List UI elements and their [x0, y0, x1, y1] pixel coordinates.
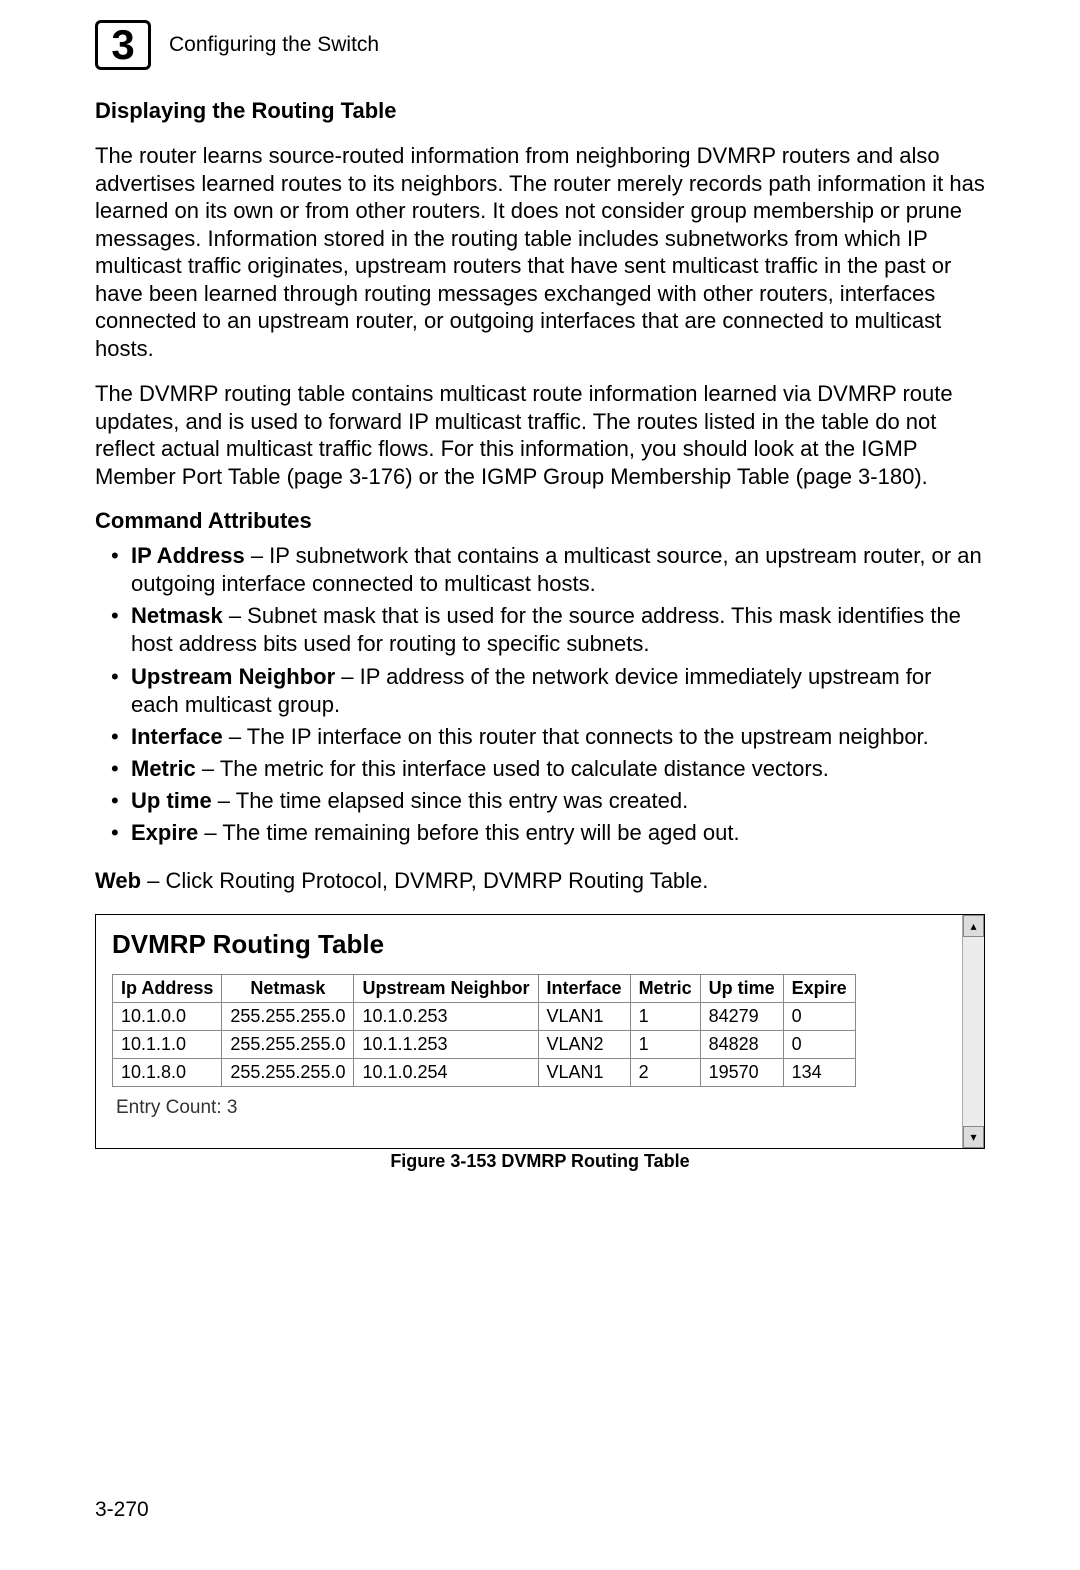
- cell: 10.1.0.254: [354, 1058, 538, 1086]
- col-header: Expire: [783, 974, 855, 1002]
- figure-screenshot: DVMRP Routing Table Ip Address Netmask U…: [95, 914, 985, 1149]
- cell: 19570: [700, 1058, 783, 1086]
- cell: 10.1.0.0: [113, 1002, 222, 1030]
- cell: 1: [630, 1002, 700, 1030]
- attr-name: IP Address: [131, 543, 245, 568]
- cell: 10.1.1.0: [113, 1030, 222, 1058]
- list-item: Upstream Neighbor – IP address of the ne…: [131, 663, 985, 719]
- col-header: Metric: [630, 974, 700, 1002]
- attr-name: Upstream Neighbor: [131, 664, 335, 689]
- cell: VLAN1: [538, 1002, 630, 1030]
- body-paragraph-2: The DVMRP routing table contains multica…: [95, 380, 985, 490]
- list-item: Metric – The metric for this interface u…: [131, 755, 985, 783]
- page-number: 3-270: [95, 1498, 149, 1522]
- cell: 1: [630, 1030, 700, 1058]
- cell: VLAN2: [538, 1030, 630, 1058]
- scroll-up-button[interactable]: ▴: [963, 915, 984, 937]
- attr-name: Interface: [131, 724, 223, 749]
- cell: 255.255.255.0: [222, 1030, 354, 1058]
- panel-title: DVMRP Routing Table: [112, 929, 972, 960]
- col-header: Interface: [538, 974, 630, 1002]
- entry-count-label: Entry Count: 3: [116, 1097, 972, 1119]
- cell: 255.255.255.0: [222, 1002, 354, 1030]
- cell: 255.255.255.0: [222, 1058, 354, 1086]
- figure-caption: Figure 3-153 DVMRP Routing Table: [95, 1151, 985, 1172]
- cell: 84279: [700, 1002, 783, 1030]
- list-item: Netmask – Subnet mask that is used for t…: [131, 602, 985, 658]
- attr-name: Netmask: [131, 603, 223, 628]
- cell: 84828: [700, 1030, 783, 1058]
- col-header: Ip Address: [113, 974, 222, 1002]
- scroll-down-button[interactable]: ▾: [963, 1126, 984, 1148]
- attr-desc: – The time remaining before this entry w…: [198, 820, 739, 845]
- triangle-down-icon: ▾: [970, 1130, 976, 1144]
- attr-desc: – The time elapsed since this entry was …: [212, 788, 689, 813]
- col-header: Up time: [700, 974, 783, 1002]
- cell: 10.1.1.253: [354, 1030, 538, 1058]
- attr-name: Metric: [131, 756, 196, 781]
- attr-desc: – The IP interface on this router that c…: [223, 724, 929, 749]
- table-row: 10.1.8.0 255.255.255.0 10.1.0.254 VLAN1 …: [113, 1058, 856, 1086]
- list-item: IP Address – IP subnetwork that contains…: [131, 542, 985, 598]
- cell: 0: [783, 1030, 855, 1058]
- cell: 10.1.0.253: [354, 1002, 538, 1030]
- attr-desc: – The metric for this interface used to …: [196, 756, 829, 781]
- list-item: Interface – The IP interface on this rou…: [131, 723, 985, 751]
- table-header-row: Ip Address Netmask Upstream Neighbor Int…: [113, 974, 856, 1002]
- attr-name: Expire: [131, 820, 198, 845]
- table-row: 10.1.0.0 255.255.255.0 10.1.0.253 VLAN1 …: [113, 1002, 856, 1030]
- list-item: Up time – The time elapsed since this en…: [131, 787, 985, 815]
- web-label: Web: [95, 868, 141, 893]
- command-attributes-heading: Command Attributes: [95, 508, 985, 534]
- cell: 134: [783, 1058, 855, 1086]
- vertical-scrollbar[interactable]: ▴ ▾: [962, 915, 984, 1148]
- attr-desc: – IP subnetwork that contains a multicas…: [131, 543, 982, 596]
- chapter-title: Configuring the Switch: [169, 33, 379, 57]
- table-row: 10.1.1.0 255.255.255.0 10.1.1.253 VLAN2 …: [113, 1030, 856, 1058]
- page-header: 3 Configuring the Switch: [95, 20, 985, 70]
- cell: 2: [630, 1058, 700, 1086]
- attr-name: Up time: [131, 788, 212, 813]
- routing-table: Ip Address Netmask Upstream Neighbor Int…: [112, 974, 856, 1087]
- web-rest: – Click Routing Protocol, DVMRP, DVMRP R…: [141, 868, 708, 893]
- command-attributes-list: IP Address – IP subnetwork that contains…: [95, 542, 985, 848]
- chapter-number-badge: 3: [95, 20, 151, 70]
- section-heading: Displaying the Routing Table: [95, 98, 985, 124]
- cell: VLAN1: [538, 1058, 630, 1086]
- triangle-up-icon: ▴: [970, 919, 976, 933]
- cell: 0: [783, 1002, 855, 1030]
- list-item: Expire – The time remaining before this …: [131, 819, 985, 847]
- body-paragraph-1: The router learns source-routed informat…: [95, 142, 985, 362]
- web-nav-line: Web – Click Routing Protocol, DVMRP, DVM…: [95, 868, 985, 894]
- attr-desc: – Subnet mask that is used for the sourc…: [131, 603, 961, 656]
- cell: 10.1.8.0: [113, 1058, 222, 1086]
- col-header: Netmask: [222, 974, 354, 1002]
- col-header: Upstream Neighbor: [354, 974, 538, 1002]
